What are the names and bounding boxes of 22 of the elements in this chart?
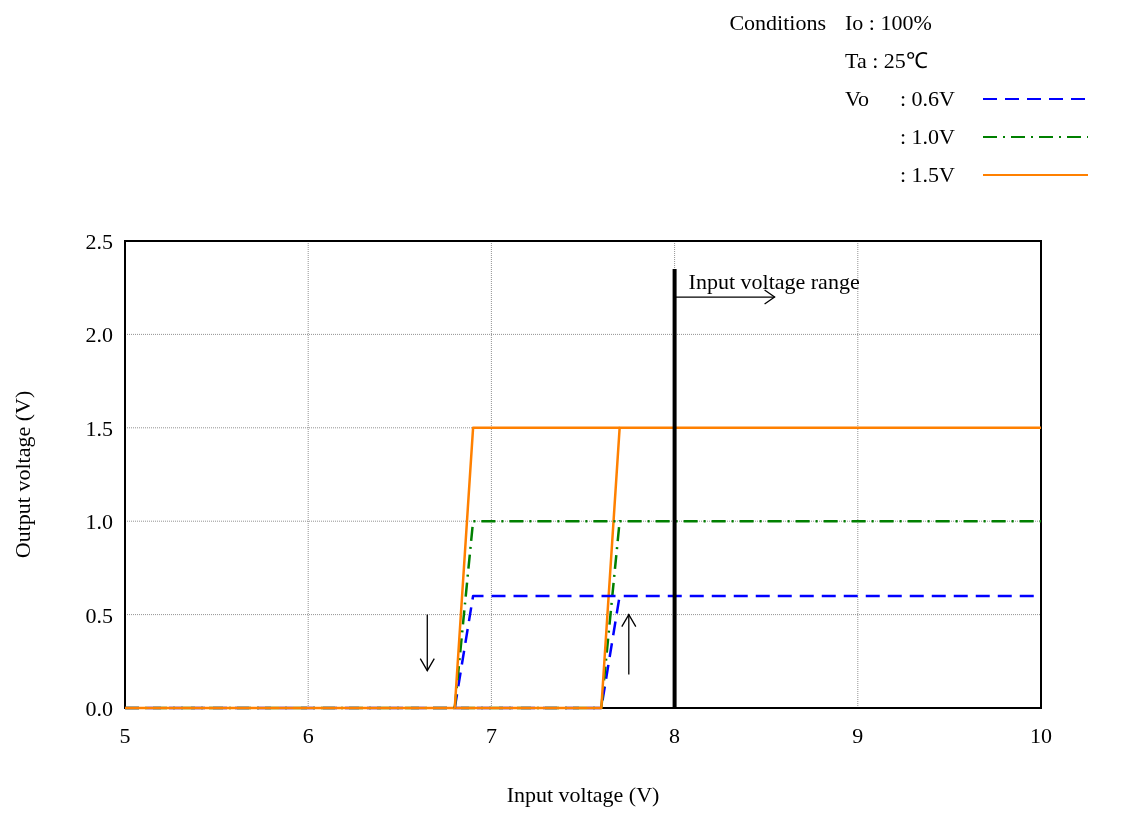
ref-line-label: Input voltage range	[688, 269, 860, 295]
x-tick-label: 5	[119, 723, 131, 748]
y-tick-label: 2.5	[85, 229, 113, 254]
x-tick-label: 8	[669, 723, 681, 748]
y-tick-label: 1.0	[85, 509, 113, 535]
legend-label: : 0.6V	[900, 86, 956, 111]
legend-title: Conditions	[729, 10, 826, 35]
y-tick-label: 0.0	[85, 696, 113, 721]
y-tick-label: 1.5	[85, 415, 113, 441]
x-tick-label: 10	[1030, 723, 1052, 748]
text: Io : 100%	[845, 10, 932, 35]
legend-label: : 1.5V	[900, 162, 956, 187]
x-tick-label: 9	[852, 723, 864, 748]
x-axis-title: Input voltage (V)	[506, 782, 660, 807]
x-tick-label: 6	[302, 723, 314, 748]
text: Vo	[845, 86, 870, 111]
y-tick-label: 0.5	[85, 602, 113, 628]
legend-label: : 1.0V	[900, 124, 956, 149]
y-axis-title: Output voltage (V)	[10, 390, 35, 559]
text: Ta : 25℃	[845, 48, 928, 73]
x-tick-label: 7	[485, 723, 497, 748]
y-tick-label: 2.0	[85, 322, 113, 348]
